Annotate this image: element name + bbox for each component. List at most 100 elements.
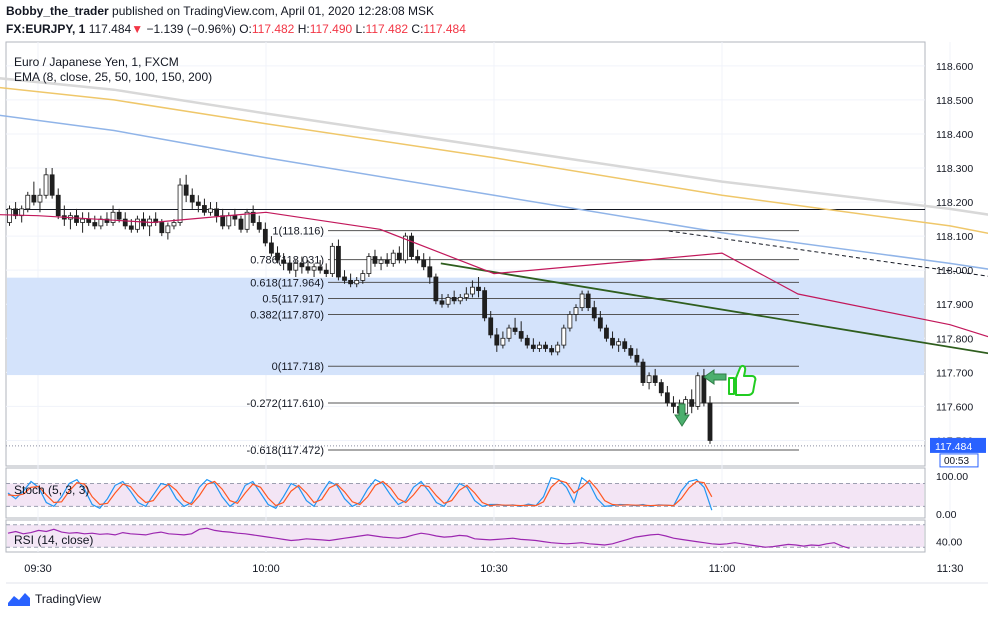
price-tick-label: 118.200: [936, 197, 973, 209]
chart-canvas[interactable]: 1(118.116) 0.786(118.031) 0.618(117.964) 0.…: [0, 0, 988, 585]
candle-body: [701, 375, 707, 404]
candle-body: [652, 375, 658, 383]
candle: [658, 379, 664, 397]
candle: [348, 273, 354, 288]
candle: [439, 294, 445, 308]
ema-legend: EMA (8, close, 25, 50, 100, 150, 200): [14, 70, 212, 84]
last-price: 117.484: [88, 22, 132, 36]
candle: [634, 348, 640, 366]
candle-body: [214, 208, 220, 217]
candle: [640, 358, 646, 386]
candle-body: [415, 256, 421, 261]
candle-body: [518, 331, 524, 339]
candle: [537, 341, 542, 352]
symbol-ohlc-line: FX:EURJPY, 1 117.484▼ −1.139 (−0.96%) O:…: [6, 22, 466, 36]
candle: [664, 385, 670, 407]
price-tick-label: 118.600: [936, 61, 973, 73]
candle-body: [470, 286, 475, 295]
time-tick-label: 10:00: [252, 563, 280, 575]
candle-body: [86, 218, 92, 223]
candle: [208, 202, 213, 216]
candle-body: [55, 194, 61, 217]
candle: [183, 174, 189, 203]
candle-body: [183, 184, 189, 196]
price-tick-label: 117.700: [936, 367, 973, 379]
candle: [415, 249, 421, 264]
price-tick-label: 118.100: [936, 231, 973, 243]
candle: [275, 246, 280, 264]
candle: [646, 372, 652, 390]
candle: [622, 338, 628, 352]
price-tick-label: 117.900: [936, 299, 973, 311]
candle-body: [530, 344, 536, 349]
candle: [445, 294, 451, 308]
candle: [244, 208, 250, 233]
candle-body: [561, 327, 567, 346]
candle: [342, 270, 347, 284]
fib-level-label: -0.272(117.610): [247, 398, 324, 410]
candle-body: [37, 194, 43, 203]
candle-body: [543, 344, 548, 349]
candle: [293, 259, 299, 277]
candle-body: [494, 334, 500, 346]
candle: [250, 205, 256, 226]
candle: [323, 263, 329, 277]
candle-body: [269, 242, 274, 254]
candle-body: [640, 361, 646, 383]
candle: [43, 168, 49, 199]
candle-body: [262, 228, 268, 244]
candle: [652, 368, 658, 386]
candle: [74, 208, 79, 226]
candle-body: [336, 245, 341, 278]
candle: [390, 249, 396, 267]
fib-level-label: 0.618(117.964): [250, 277, 324, 289]
candle-body: [299, 262, 305, 268]
candle-body: [25, 194, 31, 210]
candle-body: [537, 344, 542, 349]
candle-body: [360, 273, 366, 281]
candle: [281, 253, 287, 271]
open-value: 117.482: [251, 22, 295, 36]
candle-body: [116, 211, 122, 220]
candle: [463, 287, 469, 301]
candle-body: [305, 266, 311, 271]
candle: [695, 372, 701, 410]
candle: [457, 294, 463, 305]
candle-body: [80, 218, 85, 223]
candle: [524, 334, 530, 349]
candle-body: [567, 314, 573, 329]
candle-body: [628, 348, 634, 356]
candle-body: [671, 402, 676, 407]
candle-body: [439, 300, 445, 305]
candle-body: [317, 266, 323, 271]
candle-body: [689, 399, 695, 407]
price-tick-label: 117.600: [936, 401, 973, 413]
candle: [512, 317, 518, 335]
candle-body: [189, 194, 195, 203]
candle: [378, 256, 384, 271]
candle-body: [195, 201, 201, 206]
candle: [269, 236, 274, 257]
symbol-label: FX:EURJPY, 1: [6, 22, 86, 36]
candle: [433, 273, 439, 305]
candle-body: [610, 337, 615, 346]
candle: [421, 253, 427, 271]
candle-body: [378, 259, 384, 264]
support-trendline: [440, 262, 988, 355]
candle-body: [403, 235, 408, 261]
candle-body: [573, 307, 579, 315]
arrow-left-icon: [703, 369, 727, 385]
price-tick-label: 117.800: [936, 333, 973, 345]
candle: [104, 212, 110, 226]
candle-body: [524, 337, 530, 346]
candle: [628, 345, 634, 359]
candle: [354, 276, 360, 288]
candle: [49, 168, 55, 199]
candle-body: [585, 293, 591, 309]
candle: [549, 345, 555, 356]
candle: [238, 215, 244, 233]
candle: [256, 215, 262, 233]
candle: [530, 338, 536, 352]
highlight-zone: [7, 277, 924, 376]
